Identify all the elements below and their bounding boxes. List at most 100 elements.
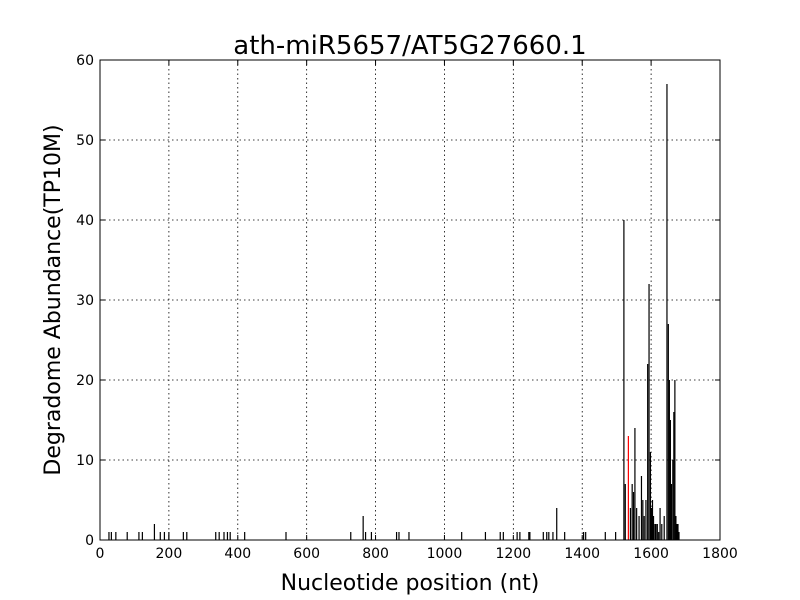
abundance-bar <box>138 532 140 540</box>
abundance-bar <box>163 532 166 540</box>
abundance-bar <box>398 532 400 540</box>
x-tick-label: 1200 <box>496 546 532 562</box>
x-tick-label: 600 <box>293 546 320 562</box>
y-tick-label: 20 <box>76 373 94 389</box>
abundance-bar <box>655 524 657 540</box>
abundance-bar <box>564 532 566 540</box>
abundance-bar <box>218 532 220 540</box>
abundance-bar <box>528 532 530 540</box>
abundance-bar <box>502 532 504 540</box>
abundance-bar <box>645 500 647 540</box>
abundance-bar <box>669 420 671 540</box>
abundance-bar <box>673 412 675 540</box>
abundance-bar <box>638 516 640 540</box>
abundance-bar <box>484 532 487 540</box>
abundance-bar <box>634 428 636 540</box>
abundance-bar <box>215 532 217 540</box>
abundance-bar <box>629 508 632 540</box>
y-tick-label: 60 <box>76 53 94 69</box>
x-tick-label: 0 <box>96 546 105 562</box>
data-bars <box>108 84 680 540</box>
abundance-bar <box>408 532 410 540</box>
abundance-bar <box>126 532 128 540</box>
abundance-bar <box>519 532 521 540</box>
y-tick-label: 0 <box>85 533 94 549</box>
abundance-bar <box>670 484 673 540</box>
abundance-bar <box>141 532 143 540</box>
abundance-bar <box>678 532 680 540</box>
abundance-bar <box>364 532 367 540</box>
abundance-bar <box>651 500 654 540</box>
abundance-bar <box>546 532 548 540</box>
abundance-bar <box>667 324 669 540</box>
y-axis-title: Degradome Abundance(TP10M) <box>41 124 66 475</box>
abundance-bar <box>649 452 652 540</box>
abundance-bar <box>656 524 658 540</box>
abundance-bar <box>672 460 674 540</box>
abundance-bar <box>370 532 373 540</box>
abundance-bar <box>556 508 558 540</box>
abundance-bar <box>675 516 677 540</box>
abundance-bar <box>643 516 645 540</box>
abundance-bar <box>516 532 518 540</box>
abundance-bar <box>186 532 188 540</box>
y-tick-label: 10 <box>76 453 94 469</box>
abundance-bar <box>223 532 225 540</box>
abundance-bar <box>542 532 544 540</box>
abundance-bar <box>663 516 665 540</box>
abundance-bar <box>585 532 587 540</box>
abundance-bar <box>648 284 650 540</box>
abundance-bar <box>583 532 585 540</box>
abundance-bar <box>623 220 625 540</box>
abundance-bar <box>677 524 679 540</box>
abundance-bar <box>640 476 643 540</box>
abundance-bar <box>182 532 184 540</box>
abundance-bar <box>632 492 635 540</box>
x-tick-label: 200 <box>156 546 183 562</box>
abundance-bar <box>548 532 550 540</box>
chart-title: ath-miR5657/AT5G27660.1 <box>233 31 586 61</box>
x-tick-label: 1000 <box>427 546 463 562</box>
abundance-bar <box>642 500 644 540</box>
abundance-bar <box>668 380 670 540</box>
abundance-bar <box>636 508 638 540</box>
abundance-bar <box>666 84 668 540</box>
abundance-bar <box>615 532 617 540</box>
abundance-bar <box>350 532 352 540</box>
abundance-bar <box>153 524 156 540</box>
abundance-bar <box>647 364 649 540</box>
x-tick-label: 1800 <box>702 546 738 562</box>
abundance-bar <box>229 532 231 540</box>
abundance-bar <box>650 508 653 540</box>
abundance-bar <box>658 532 660 540</box>
abundance-bar <box>676 524 678 540</box>
x-tick-label: 1400 <box>564 546 600 562</box>
abundance-bar <box>499 532 501 540</box>
abundance-bar <box>110 532 112 540</box>
abundance-bar <box>108 532 110 540</box>
abundance-bar <box>244 532 246 540</box>
abundance-bar <box>661 524 663 540</box>
abundance-bar <box>652 516 655 540</box>
x-tick-label: 400 <box>224 546 251 562</box>
abundance-bar <box>674 380 676 540</box>
abundance-bar <box>529 532 531 540</box>
abundance-bar <box>461 532 463 540</box>
grid-lines <box>100 60 720 540</box>
abundance-bar <box>226 532 229 540</box>
axis-ticks: 0 200 400 600 800 1000 1200 1400 1600 1800 0 10 20 30… <box>76 53 738 562</box>
abundance-bar <box>159 532 161 540</box>
abundance-bar <box>624 484 626 540</box>
abundance-bar <box>552 532 554 540</box>
abundance-bar <box>395 532 398 540</box>
x-tick-label: 800 <box>362 546 389 562</box>
abundance-bar <box>285 532 287 540</box>
x-axis-title: Nucleotide position (nt) <box>281 571 540 596</box>
abundance-bar <box>654 524 656 540</box>
abundance-bar <box>604 532 606 540</box>
abundance-bar <box>115 532 117 540</box>
x-tick-label: 1600 <box>633 546 669 562</box>
y-tick-label: 30 <box>76 293 94 309</box>
abundance-bar <box>631 484 633 540</box>
